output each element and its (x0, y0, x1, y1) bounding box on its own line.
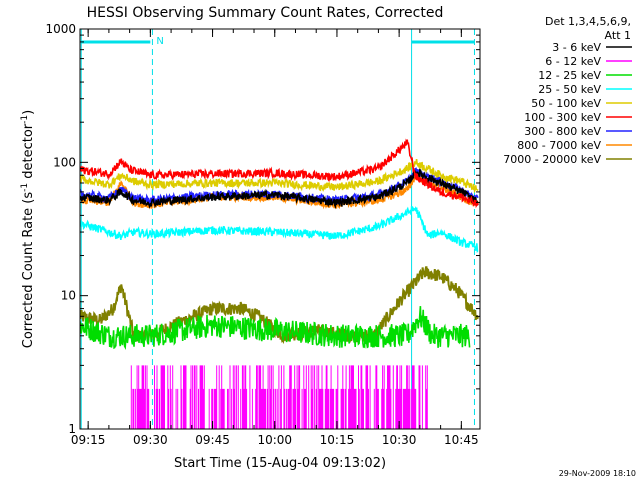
x-tick-label-2: 09:45 (195, 433, 230, 447)
y-tick-label-1: 10 (61, 289, 76, 303)
footer-date: 29-Nov-2009 18:10 (559, 469, 636, 478)
x-tick-label-5: 10:30 (382, 433, 417, 447)
series-5 (80, 138, 479, 209)
series-1 (130, 365, 428, 429)
legend-label-0: 3 - 6 keV (552, 41, 601, 54)
plot-area: N (80, 29, 479, 429)
series-path-3 (80, 205, 479, 254)
legend-label-6: 300 - 800 keV (524, 125, 601, 138)
series-4 (80, 158, 479, 194)
legend-label-2: 12 - 25 keV (538, 69, 601, 82)
x-tick-label-3: 10:00 (257, 433, 292, 447)
x-tick-label-6: 10:45 (444, 433, 479, 447)
legend-label-7: 800 - 7000 keV (517, 139, 601, 152)
y-tick-label-3: 1000 (45, 22, 76, 36)
series-0 (80, 168, 479, 210)
legend-title-line-1: Det 1,3,4,5,6,9, (545, 15, 631, 28)
x-tick-label-4: 10:15 (320, 433, 355, 447)
legend-label-1: 6 - 12 keV (545, 55, 601, 68)
series-path-2 (80, 306, 471, 350)
legend-label-4: 50 - 100 keV (531, 97, 601, 110)
legend-label-8: 7000 - 20000 keV (503, 153, 601, 166)
x-tick-label-1: 09:30 (133, 433, 168, 447)
y-tick-label-2: 100 (53, 155, 76, 169)
legend-label-5: 100 - 300 keV (524, 111, 601, 124)
y-axis-label: Corrected Count Rate (s-1 detector-1) (20, 110, 36, 348)
series-path-5 (80, 138, 479, 209)
plot-frame (79, 28, 481, 430)
y-tick-label-0: 1 (68, 422, 76, 436)
chart-title: HESSI Observing Summary Count Rates, Cor… (87, 5, 444, 21)
legend-label-3: 25 - 50 keV (538, 83, 601, 96)
series-path-1 (130, 365, 428, 429)
series-path-4 (80, 158, 479, 194)
series-path-0 (80, 168, 479, 210)
y-axis: 1 10 100 1000 (45, 22, 480, 436)
annotation-n: N (156, 36, 163, 47)
series-3 (80, 205, 479, 254)
x-tick-label-0: 09:15 (71, 433, 106, 447)
series-2 (80, 306, 471, 350)
x-axis-label: Start Time (15-Aug-04 09:13:02) (174, 456, 386, 471)
legend-title-line-2: Att 1 (605, 29, 631, 42)
x-axis: 09:15 09:30 09:45 10:00 10:15 10:30 10:45 (71, 29, 479, 447)
